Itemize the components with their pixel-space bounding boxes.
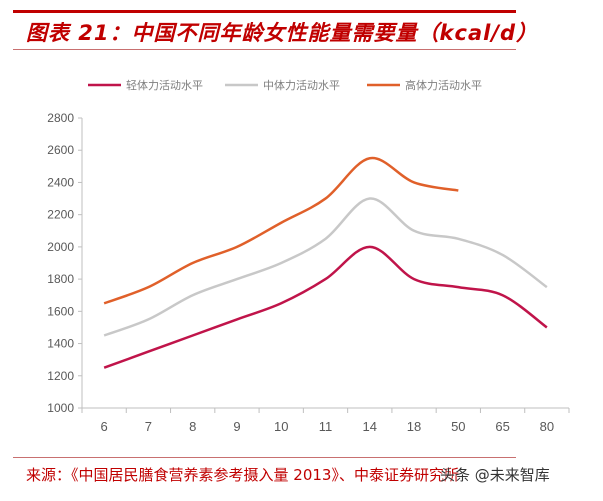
x-tick-label: 6 bbox=[101, 419, 108, 434]
series-line-1 bbox=[103, 245, 548, 369]
divider bbox=[13, 49, 516, 50]
x-tick-label: 8 bbox=[189, 419, 196, 434]
y-tick-label: 2400 bbox=[47, 175, 74, 189]
x-tick-label: 10 bbox=[274, 419, 288, 434]
chart-title: 图表 21：中国不同年龄女性能量需要量（kcal/d） bbox=[26, 21, 539, 45]
legend-label: 中体力活动水平 bbox=[263, 78, 340, 92]
watermark: 头条 @未来智库 bbox=[440, 466, 550, 484]
divider bbox=[13, 457, 516, 458]
x-tick-label: 65 bbox=[495, 419, 509, 434]
y-tick-label: 2000 bbox=[47, 240, 74, 254]
x-tick-label: 14 bbox=[363, 419, 377, 434]
x-tick-label: 7 bbox=[145, 419, 152, 434]
y-tick-label: 1800 bbox=[47, 272, 74, 286]
legend-label: 轻体力活动水平 bbox=[126, 78, 203, 92]
series-line-3 bbox=[103, 157, 459, 305]
x-tick-label: 11 bbox=[319, 419, 333, 434]
x-tick-label: 50 bbox=[451, 419, 465, 434]
source-note: 来源：《中国居民膳食营养素参考摄入量 2013》、中泰证券研究所 bbox=[26, 466, 459, 484]
y-tick-label: 2600 bbox=[47, 143, 74, 157]
top-bar bbox=[13, 10, 516, 13]
x-tick-label: 9 bbox=[233, 419, 240, 434]
y-tick-label: 1600 bbox=[47, 304, 74, 318]
legend-label: 高体力活动水平 bbox=[405, 78, 482, 92]
series-line-2 bbox=[103, 197, 548, 337]
y-tick-label: 2200 bbox=[47, 208, 74, 222]
y-tick-label: 1400 bbox=[47, 337, 74, 351]
y-tick-label: 1000 bbox=[47, 401, 74, 415]
y-tick-label: 2800 bbox=[47, 111, 74, 125]
x-tick-label: 18 bbox=[407, 419, 421, 434]
y-tick-label: 1200 bbox=[47, 369, 74, 383]
x-tick-label: 80 bbox=[540, 419, 554, 434]
